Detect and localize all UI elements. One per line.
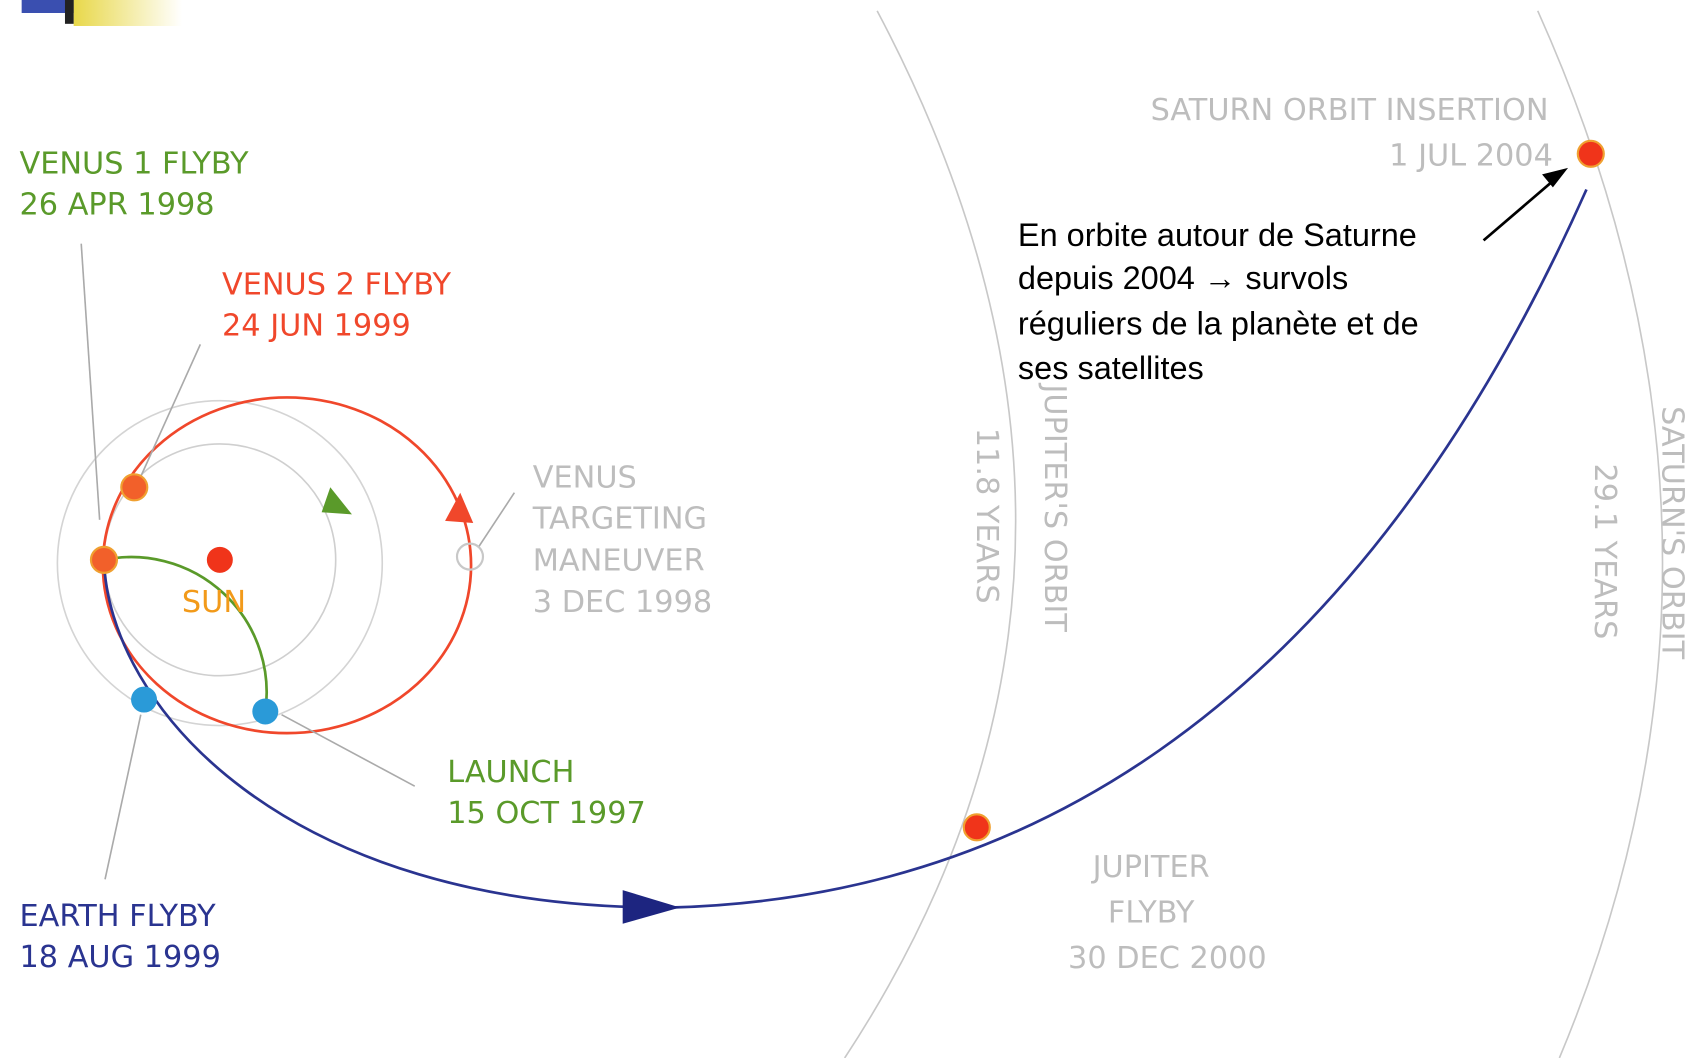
annotation: En orbite autour de Saturne <box>1018 217 1417 253</box>
label: SATURN'S ORBIT <box>1654 406 1689 659</box>
leader-lines <box>80 243 516 880</box>
logo <box>64 0 74 24</box>
label: VENUS 2 FLYBY <box>222 268 451 303</box>
venus1-dot <box>89 545 119 574</box>
arrow <box>445 492 474 524</box>
label: MANEUVER <box>533 544 705 579</box>
label: SUN <box>182 585 246 620</box>
venus2-path <box>101 396 473 735</box>
earth-orbit <box>56 399 384 727</box>
label: 11.8 YEARS <box>969 428 1004 604</box>
logo <box>21 0 76 13</box>
jupiter-dot <box>962 813 991 842</box>
label: JUPITER <box>1091 850 1210 885</box>
venus2-dot <box>120 473 149 502</box>
annotation: réguliers de la planète et de <box>1018 306 1419 342</box>
annotation: depuis 2004 → survols <box>1018 260 1348 296</box>
saturn-dot <box>1576 139 1605 168</box>
label: 18 AUG 1999 <box>19 940 220 975</box>
label: 29.1 YEARS <box>1587 463 1622 639</box>
arrow <box>321 487 352 515</box>
label: 24 JUN 1999 <box>222 309 411 344</box>
label: 15 OCT 1997 <box>447 796 646 831</box>
label: 30 DEC 2000 <box>1068 941 1267 976</box>
annotation-arrow <box>1482 174 1561 242</box>
label: LAUNCH <box>447 755 574 790</box>
label: 26 APR 1998 <box>19 187 214 222</box>
label: VENUS 1 FLYBY <box>19 146 248 181</box>
sun <box>206 546 233 573</box>
label: 1 JUL 2004 <box>1389 139 1553 174</box>
launch-dot <box>252 698 279 725</box>
trajectory <box>102 188 1588 909</box>
label: TARGETING <box>532 501 707 536</box>
label: VENUS <box>533 460 637 495</box>
jupiter-orbit <box>843 10 1017 1058</box>
annotation: ses satellites <box>1018 350 1204 386</box>
label: JUPITER'S ORBIT <box>1037 382 1072 632</box>
label: 3 DEC 1998 <box>533 585 712 620</box>
logo <box>73 0 182 26</box>
label: SATURN ORBIT INSERTION <box>1151 93 1549 128</box>
saturn-orbit <box>1536 10 1664 1058</box>
earth-dot <box>131 686 158 713</box>
label: EARTH FLYBY <box>19 899 216 934</box>
label: FLYBY <box>1108 896 1195 931</box>
arrow <box>622 890 681 924</box>
maneuver-dot <box>455 542 485 571</box>
launch-path <box>103 555 269 712</box>
